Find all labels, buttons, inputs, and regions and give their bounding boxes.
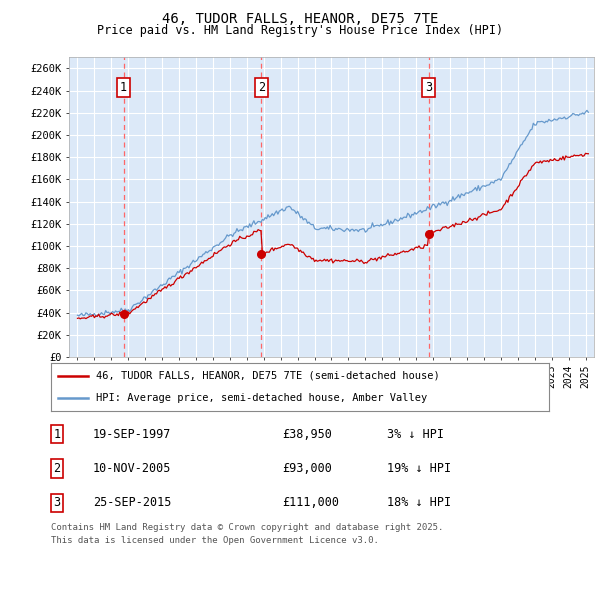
Text: 19% ↓ HPI: 19% ↓ HPI [387,462,451,475]
Text: 2: 2 [53,462,61,475]
Text: HPI: Average price, semi-detached house, Amber Valley: HPI: Average price, semi-detached house,… [96,393,427,403]
Text: Contains HM Land Registry data © Crown copyright and database right 2025.: Contains HM Land Registry data © Crown c… [51,523,443,532]
Text: 2: 2 [258,81,265,94]
Text: 25-SEP-2015: 25-SEP-2015 [93,496,172,509]
Text: 18% ↓ HPI: 18% ↓ HPI [387,496,451,509]
Text: 1: 1 [53,428,61,441]
Text: 3% ↓ HPI: 3% ↓ HPI [387,428,444,441]
Text: 46, TUDOR FALLS, HEANOR, DE75 7TE: 46, TUDOR FALLS, HEANOR, DE75 7TE [162,12,438,26]
Text: 10-NOV-2005: 10-NOV-2005 [93,462,172,475]
Text: 19-SEP-1997: 19-SEP-1997 [93,428,172,441]
Text: 46, TUDOR FALLS, HEANOR, DE75 7TE (semi-detached house): 46, TUDOR FALLS, HEANOR, DE75 7TE (semi-… [96,371,440,381]
Text: £111,000: £111,000 [282,496,339,509]
Text: 1: 1 [120,81,127,94]
Text: £93,000: £93,000 [282,462,332,475]
Text: Price paid vs. HM Land Registry's House Price Index (HPI): Price paid vs. HM Land Registry's House … [97,24,503,37]
Text: £38,950: £38,950 [282,428,332,441]
Text: This data is licensed under the Open Government Licence v3.0.: This data is licensed under the Open Gov… [51,536,379,545]
Text: 3: 3 [53,496,61,509]
Text: 3: 3 [425,81,432,94]
